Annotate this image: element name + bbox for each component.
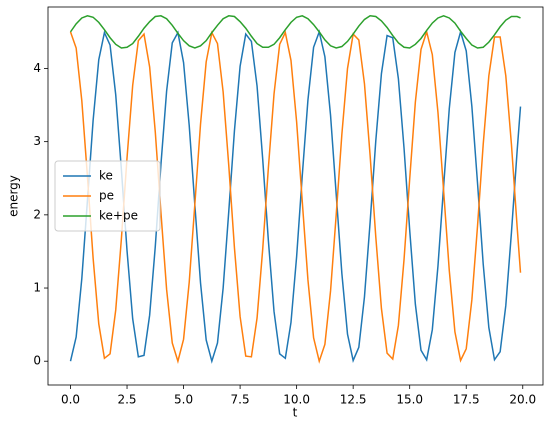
x-tick-label: 17.5 bbox=[453, 393, 480, 407]
y-tick-label: 3 bbox=[33, 134, 41, 148]
legend-label: ke bbox=[99, 169, 113, 183]
legend-box bbox=[54, 160, 161, 232]
x-tick-label: 0.0 bbox=[61, 393, 80, 407]
x-tick-label: 2.5 bbox=[117, 393, 136, 407]
x-tick-label: 10.0 bbox=[283, 393, 310, 407]
legend-label: ke+pe bbox=[99, 209, 138, 223]
x-tick-label: 7.5 bbox=[231, 393, 250, 407]
plot-frame bbox=[47, 6, 544, 386]
y-tick-label: 0 bbox=[33, 354, 41, 368]
y-tick-label: 2 bbox=[33, 207, 41, 221]
line-series bbox=[69, 14, 521, 49]
y-axis-label: energy bbox=[7, 175, 21, 217]
legend-label: pe bbox=[99, 189, 114, 203]
x-tick-label: 12.5 bbox=[340, 393, 367, 407]
x-tick-label: 15.0 bbox=[396, 393, 423, 407]
line-series bbox=[69, 29, 522, 364]
line-series bbox=[69, 29, 522, 364]
y-tick-label: 4 bbox=[33, 61, 41, 75]
y-tick-label: 1 bbox=[33, 281, 41, 295]
x-tick-label: 20.0 bbox=[509, 393, 536, 407]
x-axis-label: t bbox=[293, 406, 298, 420]
legend: ke pe ke+pe bbox=[54, 160, 161, 232]
x-tick-label: 5.0 bbox=[174, 393, 193, 407]
